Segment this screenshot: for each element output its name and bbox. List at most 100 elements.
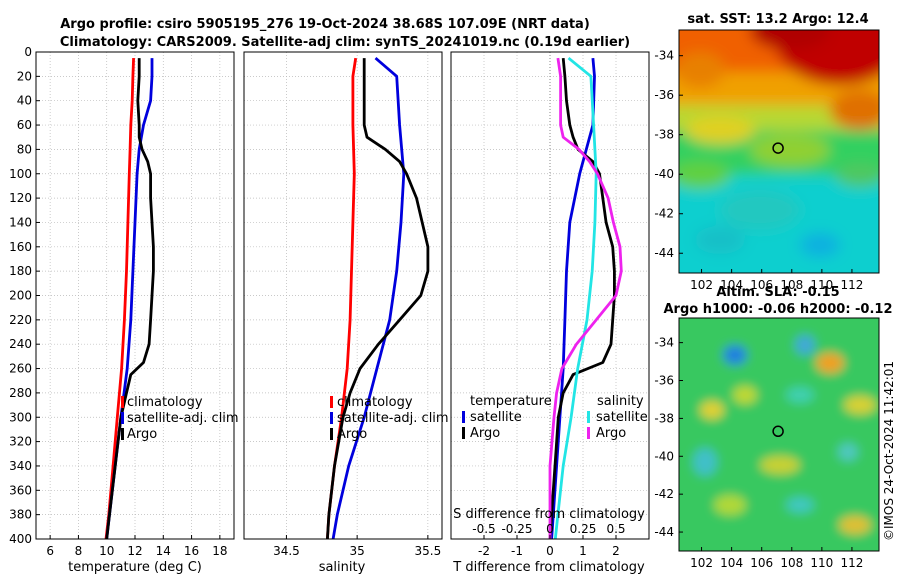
s-tick-label: 0	[546, 522, 554, 536]
sla-map-ticks: 102 104 106 108 110 112 -34 -36 -38 -40 -42 -44	[654, 336, 863, 570]
depth-tick-label: 140	[9, 215, 32, 229]
title-line-2: Climatology: CARS2009. Satellite-adj cli…	[60, 35, 630, 50]
sst-map-title: sat. SST: 13.2 Argo: 12.4	[687, 12, 868, 27]
difference-series	[548, 57, 623, 540]
map-lat-label: -38	[654, 128, 674, 142]
temperature-ticks: 6 8 10 12 14 16 18	[46, 535, 227, 558]
map-lon-label: 102	[690, 556, 713, 570]
t-difference-xlabel: T difference from climatology	[452, 560, 645, 575]
difference-ticks: -2 -1 0 1 2	[478, 535, 620, 558]
map-lat-label: -42	[654, 207, 674, 221]
depth-tick-label: 200	[9, 289, 32, 303]
depth-tick-label: 20	[17, 69, 32, 83]
depth-tick-label: 280	[9, 386, 32, 400]
s-tick-label: 0.25	[570, 522, 597, 536]
depth-tick-label: 320	[9, 435, 32, 449]
difference-legend: temperature satellite Argo salinity sate…	[462, 394, 648, 441]
temperature-panel: 6 8 10 12 14 16 18 0 20 40 60 80 100 120 140 160 180 200…	[9, 45, 239, 575]
x-tick-label: 6	[46, 544, 54, 558]
legend-label-climatology: climatology	[337, 395, 413, 410]
legend-label-t-argo: Argo	[470, 426, 500, 441]
x-tick-label: 14	[156, 544, 171, 558]
series-line-climatology	[326, 57, 358, 540]
sst-argo-location-marker	[772, 142, 784, 154]
depth-tick-label: 400	[9, 532, 32, 546]
temperature-series	[104, 58, 155, 540]
depth-tick-label: 40	[17, 94, 32, 108]
map-lat-label: -34	[654, 49, 674, 63]
sst-map-frame	[678, 29, 880, 274]
timestamp: ©IMOS 24-Oct-2024 11:42:01	[882, 361, 896, 541]
s-tick-label: -0.5	[472, 522, 495, 536]
depth-tick-label: 240	[9, 337, 32, 351]
temperature-legend: climatology satellite-adj. clim Argo	[121, 395, 239, 442]
sst-map-panel: sat. SST: 13.2 Argo: 12.4	[654, 12, 880, 292]
map-lat-label: -36	[654, 88, 674, 102]
sla-map-title-1: Altim. SLA: -0.15	[716, 285, 839, 300]
map-lat-label: -38	[654, 411, 674, 425]
map-lon-label: 108	[780, 278, 803, 292]
map-lon-label: 104	[720, 278, 743, 292]
legend-label-satellite: satellite-adj. clim	[337, 411, 449, 426]
map-lat-label: -40	[654, 449, 674, 463]
map-lon-label: 112	[840, 556, 863, 570]
map-lat-label: -36	[654, 374, 674, 388]
depth-tick-label: 340	[9, 459, 32, 473]
legend-swatch-s-satellite	[587, 411, 590, 423]
salinity-ticks: 34.5 35 35.5	[273, 535, 441, 558]
x-tick-label: 35	[350, 544, 365, 558]
legend-swatch-argo	[330, 428, 333, 440]
legend-label-satellite: satellite-adj. clim	[127, 411, 239, 426]
legend-swatch-argo	[121, 428, 124, 440]
legend-swatch-satellite	[121, 412, 124, 424]
legend-swatch-satellite	[330, 412, 333, 424]
salinity-xlabel: salinity	[319, 560, 366, 575]
s-difference-ticks: -0.5 -0.25 0 0.25 0.5	[472, 522, 625, 536]
depth-tick-label: 0	[24, 45, 32, 59]
salinity-panel: 34.5 35 35.5 salinity climatology satellit…	[243, 51, 449, 575]
sst-map-image	[679, 30, 879, 273]
map-lon-label: 112	[840, 278, 863, 292]
x-tick-label: 12	[127, 544, 142, 558]
legend-swatch-climatology	[121, 396, 124, 408]
x-tick-label: 18	[212, 544, 227, 558]
legend-label-s-argo: Argo	[596, 426, 626, 441]
sla-map-panel: Altim. SLA: -0.15 Argo h1000: -0.06 h200…	[654, 285, 892, 570]
difference-grid	[451, 51, 649, 540]
depth-tick-label: 180	[9, 264, 32, 278]
legend-swatch-t-satellite	[462, 411, 465, 423]
series-line-climatology	[104, 58, 135, 540]
sla-map-title-2: Argo h1000: -0.06 h2000: -0.12	[663, 302, 892, 317]
series-line-s-argo	[548, 57, 623, 539]
depth-tick-label: 100	[9, 167, 32, 181]
map-lon-label: 110	[810, 556, 833, 570]
sla-argo-location-marker	[772, 425, 784, 438]
map-lat-label: -42	[654, 487, 674, 501]
series-line-satellite-adj-clim	[331, 57, 406, 540]
temperature-grid	[36, 51, 234, 540]
s-tick-label: -0.25	[501, 522, 532, 536]
depth-tick-label: 220	[9, 313, 32, 327]
depth-tick-label: 380	[9, 508, 32, 522]
map-lon-label: 102	[690, 278, 713, 292]
depth-tick-label: 160	[9, 240, 32, 254]
map-lat-label: -40	[654, 167, 674, 181]
series-line-argo	[326, 58, 430, 540]
legend-label-argo: Argo	[127, 427, 157, 442]
title-line-1: Argo profile: csiro 5905195_276 19-Oct-2…	[60, 17, 590, 32]
salinity-frame	[243, 51, 443, 540]
temperature-xlabel: temperature (deg C)	[68, 560, 202, 575]
sla-map-image	[679, 318, 879, 551]
sst-map-ticks: 102 104 106 108 110 112 -34 -36 -38 -40 -42 -44	[654, 49, 863, 292]
salinity-grid	[244, 51, 442, 540]
s-difference-xlabel: S difference from climatology	[453, 507, 645, 522]
salinity-series	[326, 57, 430, 540]
map-lon-label: 108	[780, 556, 803, 570]
difference-panel: -2 -1 0 1 2 -0.5 -0.25 0 0.25 0.5 S difference f…	[450, 51, 650, 575]
legend-label-t-satellite: satellite	[470, 410, 522, 425]
depth-tick-label: 260	[9, 362, 32, 376]
x-tick-label: 35.5	[414, 544, 441, 558]
legend-swatch-climatology	[330, 396, 333, 408]
x-tick-label: 2	[612, 544, 620, 558]
depth-tick-label: 80	[17, 142, 32, 156]
